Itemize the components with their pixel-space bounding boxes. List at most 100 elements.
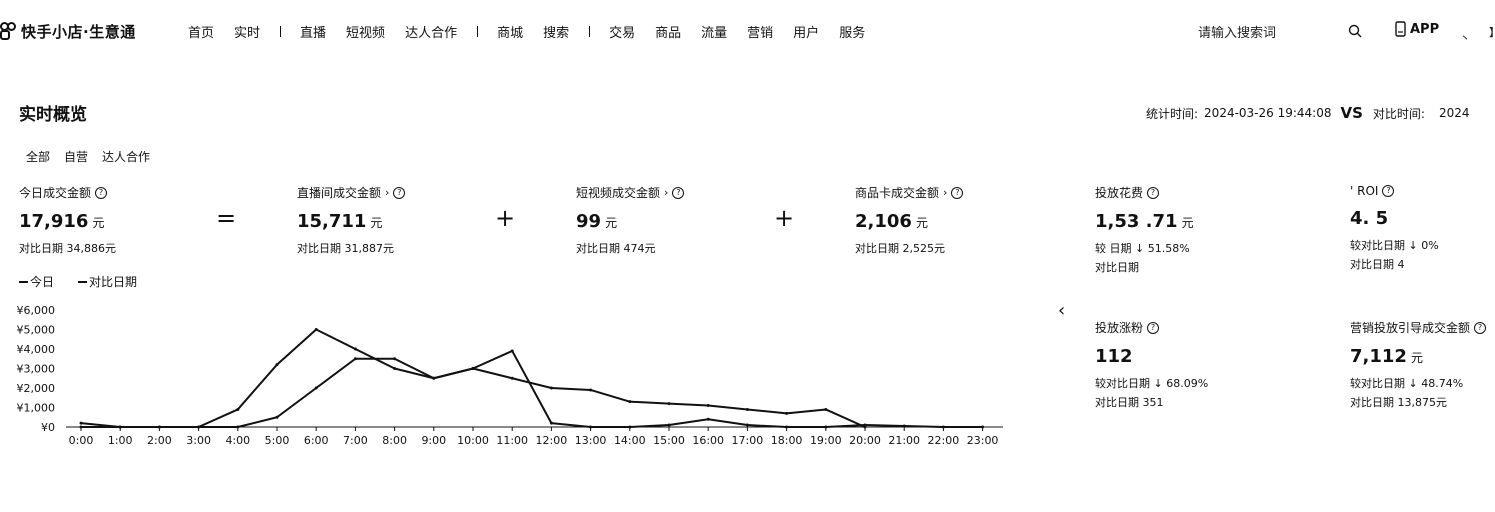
point-compare[interactable] <box>628 425 632 429</box>
nav-item[interactable]: 直播 <box>300 25 327 41</box>
point-today[interactable] <box>706 404 710 408</box>
y-tick-label: ¥0 <box>41 421 55 434</box>
stat-time: 统计时间: 2024-03-26 19:44:08 VS 对比时间: 2024 <box>1146 104 1470 122</box>
point-compare[interactable] <box>314 328 318 331</box>
point-compare[interactable] <box>902 424 906 428</box>
nav-item[interactable]: 搜索 <box>543 25 570 41</box>
point-compare[interactable] <box>157 425 161 429</box>
nav-item[interactable]: 短视频 <box>346 25 386 41</box>
help-icon[interactable]: ? <box>672 186 685 199</box>
point-compare[interactable] <box>824 425 828 429</box>
point-compare[interactable] <box>981 425 985 429</box>
vs-label: VS <box>1340 104 1363 122</box>
point-today[interactable] <box>549 386 553 390</box>
point-compare[interactable] <box>549 421 553 425</box>
point-compare[interactable] <box>667 423 671 427</box>
metric-today: 今日成交金额? 17,916 元 对比日期 34,886元 <box>19 184 116 256</box>
point-today[interactable] <box>824 407 828 411</box>
search-input[interactable]: 请输入搜索词 <box>1198 26 1277 41</box>
nav-item[interactable]: 达人合作 <box>405 25 458 41</box>
compare-time-value[interactable]: 2024 <box>1438 106 1470 120</box>
nav-item[interactable]: 服务 <box>839 25 866 41</box>
chevron-right-icon: › <box>385 186 390 199</box>
point-compare[interactable] <box>236 407 240 411</box>
point-compare[interactable] <box>118 425 122 429</box>
point-today[interactable] <box>628 400 632 404</box>
point-compare[interactable] <box>941 425 945 429</box>
point-compare[interactable] <box>706 417 710 421</box>
legend-item-compare[interactable]: 对比日期 <box>78 273 137 290</box>
help-icon[interactable]: ? <box>1147 186 1160 199</box>
metric-video-link[interactable]: 短视频成交金额 ›? <box>576 184 685 201</box>
nav-item[interactable]: 用户 <box>793 25 820 41</box>
metric-live-link[interactable]: 直播间成交金额 ›? <box>297 184 406 201</box>
point-compare[interactable] <box>197 425 201 429</box>
help-icon[interactable]: ? <box>1474 321 1487 334</box>
point-today[interactable] <box>667 402 671 406</box>
point-today[interactable] <box>785 411 789 415</box>
point-compare[interactable] <box>79 425 83 429</box>
metric-roi-change: 较对比日期 ↓ 0% <box>1350 239 1439 252</box>
point-compare[interactable] <box>510 349 514 353</box>
x-tick-label: 12:00 <box>536 434 568 447</box>
point-compare[interactable] <box>471 367 475 370</box>
nav-item[interactable]: 商城 <box>497 25 524 41</box>
metric-fans-label: 投放涨粉 <box>1095 321 1144 335</box>
series-line-compare[interactable] <box>81 328 983 428</box>
nav-item[interactable]: 实时 <box>234 25 261 41</box>
point-compare[interactable] <box>432 376 436 380</box>
nav-item[interactable]: 流量 <box>701 25 728 41</box>
metric-spend-change: 较 日期 ↓ 51.58% <box>1095 242 1190 255</box>
point-compare[interactable] <box>745 423 749 427</box>
point-today[interactable] <box>79 421 83 425</box>
point-compare[interactable] <box>353 347 357 351</box>
legend-item-today[interactable]: 今日 <box>19 273 54 290</box>
point-today[interactable] <box>236 425 240 429</box>
nav-item[interactable]: 交易 <box>609 25 636 41</box>
point-today[interactable] <box>353 357 357 361</box>
help-icon[interactable]: ? <box>1382 185 1395 197</box>
chevron-right-icon: › <box>943 186 948 199</box>
x-tick-label: 8:00 <box>382 434 407 447</box>
nav-item[interactable]: 营销 <box>747 25 774 41</box>
app-button[interactable]: APP <box>1395 21 1439 37</box>
point-today[interactable] <box>275 415 279 419</box>
chart-legend: 今日 对比日期 <box>19 273 161 290</box>
point-today[interactable] <box>314 386 318 390</box>
help-icon[interactable]: ? <box>95 186 108 199</box>
nav-item[interactable]: 商品 <box>655 25 682 41</box>
prev-arrow-icon[interactable]: ‹ <box>1058 300 1066 321</box>
metric-live-unit: 元 <box>370 216 383 230</box>
point-today[interactable] <box>510 376 514 380</box>
point-compare[interactable] <box>785 425 789 429</box>
x-tick-label: 15:00 <box>653 434 685 447</box>
help-icon[interactable]: ? <box>393 186 406 199</box>
logo[interactable]: 快手小店·生意通 <box>0 20 136 42</box>
help-icon[interactable]: ? <box>951 186 964 199</box>
logo-icon <box>0 22 18 40</box>
filter-all[interactable]: 全部 <box>26 150 51 164</box>
metric-video-label: 短视频成交金额 <box>576 186 661 200</box>
filter-talent[interactable]: 达人合作 <box>102 150 151 164</box>
trend-chart: ¥0 ¥1,000 ¥2,000 ¥3,000 ¥4,000 ¥5,000 ¥6,000 0:… <box>17 304 1003 447</box>
x-tick-label: 3:00 <box>186 434 211 447</box>
point-today[interactable] <box>393 357 397 361</box>
metric-today-unit: 元 <box>92 216 105 230</box>
point-today[interactable] <box>745 407 749 411</box>
metric-spend: 投放花费? 1,53 .71 元 较 日期 ↓ 51.58% 对比日期 <box>1095 184 1194 275</box>
point-compare[interactable] <box>275 363 279 367</box>
nav-item[interactable]: 首页 <box>188 25 215 41</box>
filter-self[interactable]: 自营 <box>64 150 89 164</box>
help-icon[interactable]: ? <box>1147 321 1160 334</box>
search-icon[interactable] <box>1348 24 1362 38</box>
x-tick-label: 13:00 <box>575 434 607 447</box>
metric-live-label: 直播间成交金额 <box>297 186 382 200</box>
point-today[interactable] <box>589 388 593 392</box>
point-compare[interactable] <box>589 425 593 429</box>
metric-today-label: 今日成交金额 <box>19 186 92 200</box>
metric-card-link[interactable]: 商品卡成交金额 ›? <box>855 184 964 201</box>
point-compare[interactable] <box>863 423 867 427</box>
point-compare[interactable] <box>393 367 397 370</box>
metric-card: 商品卡成交金额 ›? 2,106 元 对比日期 2,525元 <box>855 184 964 256</box>
metric-fans-compare: 对比日期 351 <box>1095 396 1164 409</box>
